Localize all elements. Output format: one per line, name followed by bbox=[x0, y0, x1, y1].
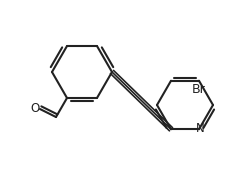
Text: N: N bbox=[196, 122, 204, 135]
Text: O: O bbox=[30, 102, 40, 115]
Text: Br: Br bbox=[192, 83, 206, 96]
